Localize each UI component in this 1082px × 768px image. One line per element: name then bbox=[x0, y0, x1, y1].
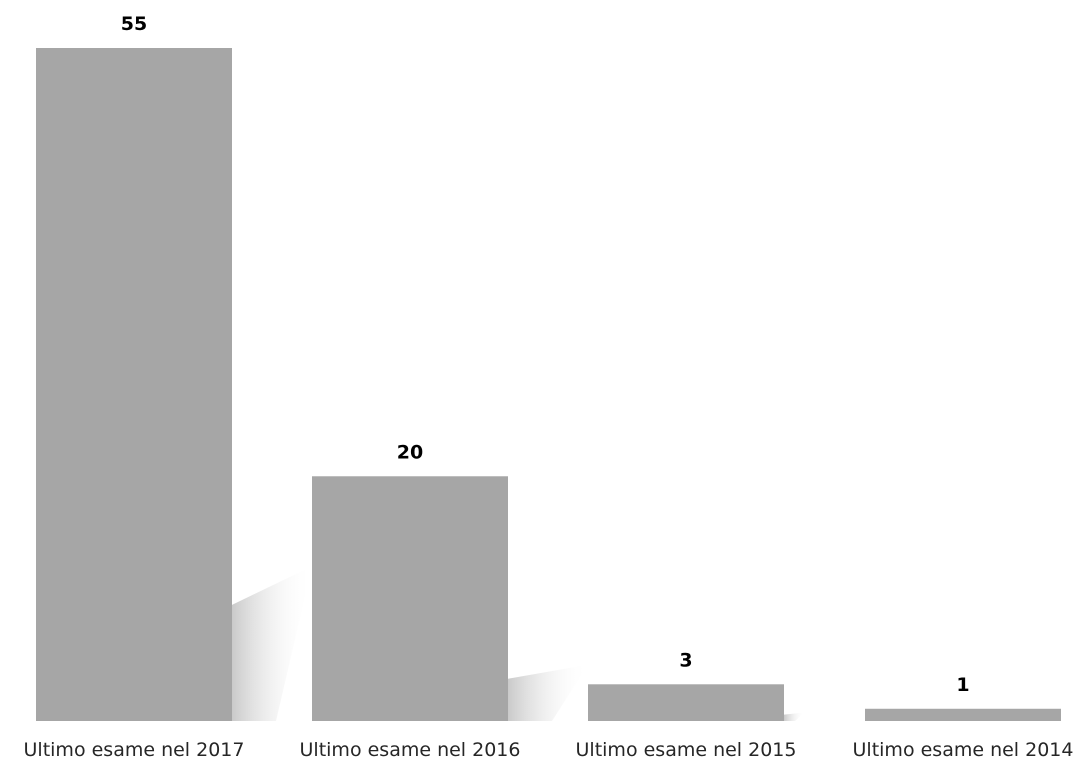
category-label: Ultimo esame nel 2015 bbox=[576, 739, 797, 761]
bar-shadows bbox=[232, 566, 805, 721]
bars bbox=[36, 48, 1061, 721]
data-labels: 55 20 3 1 bbox=[121, 13, 970, 696]
data-label: 20 bbox=[397, 441, 423, 463]
bar-shadow bbox=[784, 712, 805, 721]
bar-shadow bbox=[232, 566, 312, 721]
bar bbox=[36, 48, 232, 721]
category-label: Ultimo esame nel 2014 bbox=[853, 739, 1074, 761]
bar bbox=[312, 476, 508, 721]
bar bbox=[865, 708, 1061, 721]
bar-shadow bbox=[508, 664, 588, 721]
data-label: 1 bbox=[956, 674, 969, 696]
data-label: 55 bbox=[121, 13, 147, 35]
category-label: Ultimo esame nel 2017 bbox=[24, 739, 245, 761]
bar bbox=[588, 684, 784, 721]
data-label: 3 bbox=[679, 649, 692, 671]
category-labels: Ultimo esame nel 2017 Ultimo esame nel 20… bbox=[24, 739, 1074, 761]
category-label: Ultimo esame nel 2016 bbox=[300, 739, 521, 761]
